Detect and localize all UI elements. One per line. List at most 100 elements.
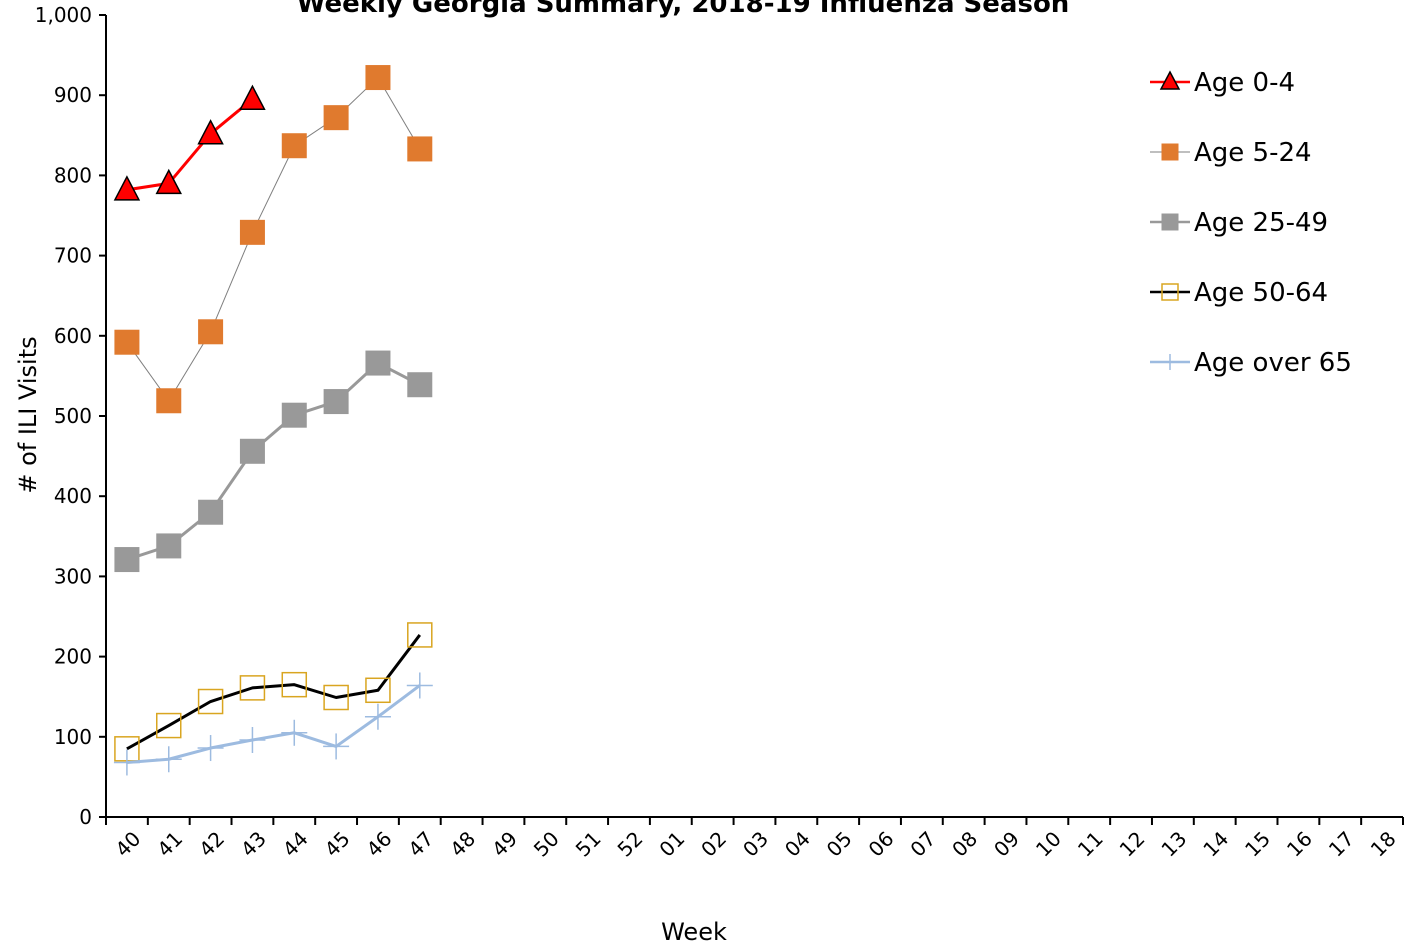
x-tick-label: 05 bbox=[822, 827, 857, 862]
y-tick-label: 200 bbox=[54, 645, 92, 669]
y-tick-label: 1,000 bbox=[35, 3, 92, 27]
data-point bbox=[197, 735, 224, 762]
data-point bbox=[364, 703, 391, 730]
x-tick-label: 45 bbox=[320, 827, 355, 862]
y-tick-label: 100 bbox=[54, 725, 92, 749]
data-point bbox=[155, 746, 182, 773]
x-tick-label: 17 bbox=[1324, 827, 1359, 862]
y-tick-label: 700 bbox=[54, 244, 92, 268]
data-point bbox=[365, 677, 391, 704]
legend-label: Age 25-49 bbox=[1194, 208, 1328, 238]
x-tick-label: 06 bbox=[864, 827, 899, 862]
data-point bbox=[197, 688, 224, 715]
data-point bbox=[198, 499, 224, 525]
data-point bbox=[407, 372, 433, 398]
series-age-25-49 bbox=[114, 350, 433, 573]
legend-label: Age over 65 bbox=[1194, 348, 1352, 378]
data-point bbox=[197, 119, 224, 145]
x-tick-label: 49 bbox=[487, 827, 522, 862]
series-line bbox=[126, 634, 421, 751]
x-tick-label: 08 bbox=[947, 827, 982, 862]
data-point bbox=[281, 671, 308, 698]
data-point bbox=[281, 719, 308, 746]
data-point bbox=[407, 622, 433, 648]
x-tick-label: 42 bbox=[194, 827, 229, 862]
legend-marker bbox=[1162, 354, 1178, 370]
x-tick-label: 03 bbox=[738, 827, 773, 862]
x-tick-label: 44 bbox=[278, 827, 313, 862]
series-layer bbox=[113, 65, 433, 776]
x-tick-label: 12 bbox=[1115, 827, 1150, 862]
x-tick-label: 40 bbox=[110, 827, 145, 862]
legend-item: Age over 65 bbox=[1150, 348, 1352, 378]
legend-marker bbox=[1161, 143, 1179, 161]
x-tick-label: 18 bbox=[1366, 827, 1401, 862]
legend-marker bbox=[1161, 213, 1179, 231]
legend-label: Age 0-4 bbox=[1194, 68, 1295, 98]
y-tick-label: 0 bbox=[79, 805, 92, 829]
x-tick-label: 13 bbox=[1156, 827, 1191, 862]
y-axis: 0 100 200 300 400 500 600 700 800 900 1,000 bbox=[35, 3, 107, 829]
data-point bbox=[239, 438, 265, 464]
x-tick-label: 43 bbox=[236, 827, 271, 862]
legend-marker bbox=[1161, 283, 1179, 301]
data-point bbox=[239, 84, 266, 110]
x-tick-label: 46 bbox=[362, 827, 397, 862]
legend-item: Age 50-64 bbox=[1150, 278, 1328, 308]
y-tick-label: 800 bbox=[54, 163, 92, 187]
x-tick-label: 51 bbox=[571, 827, 606, 862]
x-tick-label: 09 bbox=[989, 827, 1024, 862]
x-tick-label: 10 bbox=[1031, 827, 1066, 862]
data-point bbox=[323, 684, 349, 711]
data-point bbox=[323, 733, 350, 760]
data-point bbox=[156, 712, 182, 739]
series-age-50-64 bbox=[114, 622, 433, 762]
data-point bbox=[114, 329, 140, 355]
x-tick-label: 41 bbox=[152, 827, 187, 862]
y-tick-label: 300 bbox=[54, 564, 92, 588]
y-tick-label: 400 bbox=[54, 484, 92, 508]
data-point bbox=[239, 219, 265, 245]
data-point bbox=[156, 533, 182, 559]
y-tick-label: 600 bbox=[54, 324, 92, 348]
series-line bbox=[126, 98, 254, 192]
data-point bbox=[155, 168, 182, 195]
x-tick-label: 52 bbox=[613, 827, 648, 862]
x-axis: 40 41 42 43 44 45 46 47 48 49 50 51 52 01 02 03 04 05 06 07… bbox=[105, 816, 1404, 862]
x-axis-title: Week bbox=[661, 918, 727, 946]
x-tick-label: 02 bbox=[696, 827, 731, 862]
data-point bbox=[114, 547, 140, 573]
data-point bbox=[239, 727, 266, 754]
x-tick-label: 04 bbox=[780, 827, 815, 862]
x-tick-label: 07 bbox=[905, 827, 940, 862]
y-axis-title: # of ILI Visits bbox=[14, 336, 42, 493]
x-tick-label: 16 bbox=[1282, 827, 1317, 862]
data-point bbox=[113, 175, 141, 201]
series-age-5-24 bbox=[114, 65, 433, 414]
chart-title: Weekly Georgia Summary, 2018-19 Influenz… bbox=[297, 0, 1070, 19]
series-age-0-4 bbox=[113, 84, 266, 201]
x-tick-label: 48 bbox=[445, 827, 480, 862]
data-point bbox=[407, 136, 433, 162]
legend-item: Age 25-49 bbox=[1150, 208, 1328, 238]
series-age-over-65 bbox=[113, 672, 433, 776]
data-point bbox=[281, 133, 307, 159]
legend-marker bbox=[1159, 70, 1181, 90]
y-tick-label: 900 bbox=[54, 83, 92, 107]
series-line bbox=[126, 684, 421, 764]
data-point bbox=[365, 65, 391, 91]
data-point bbox=[365, 350, 391, 376]
x-tick-label: 01 bbox=[654, 827, 689, 862]
data-point bbox=[239, 675, 266, 701]
data-point bbox=[113, 749, 140, 776]
data-point bbox=[198, 319, 224, 345]
data-point bbox=[406, 672, 433, 699]
legend: Age 0-4 Age 5-24 Age 25-49 Age 50-64 Age ove… bbox=[1150, 68, 1352, 378]
legend-label: Age 5-24 bbox=[1194, 138, 1312, 168]
legend-item: Age 0-4 bbox=[1150, 68, 1295, 98]
data-point bbox=[281, 402, 307, 428]
data-point bbox=[156, 388, 182, 414]
data-point bbox=[323, 105, 349, 131]
x-tick-label: 14 bbox=[1198, 827, 1233, 862]
